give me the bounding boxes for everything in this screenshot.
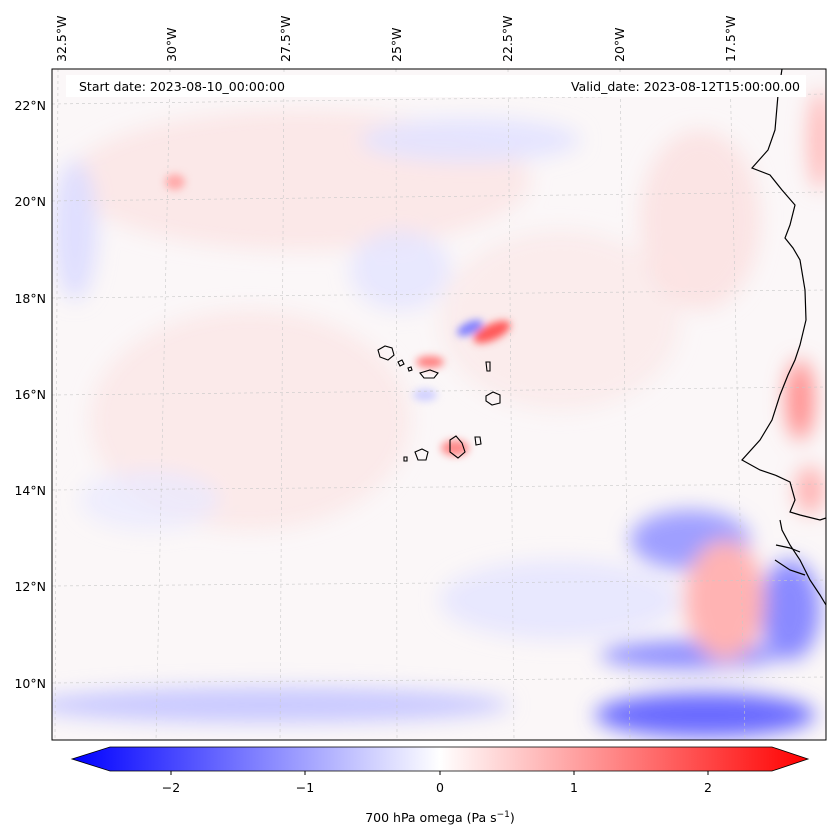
longitude-labels: 32.5°W 30°W 27.5°W 25°W 22.5°W 20°W 17.5… xyxy=(54,16,738,62)
africa-coastline xyxy=(741,69,826,606)
colorbar-label-exp: −1 xyxy=(497,810,510,820)
lon-label: 22.5°W xyxy=(500,16,515,62)
colorbar-tick-label: 1 xyxy=(570,780,578,795)
start-date-label: Start date: 2023-08-10_00:00:00 xyxy=(79,79,285,94)
colorbar: −2 −1 0 1 2 700 hPa omega (Pa s−1) xyxy=(70,746,810,825)
omega-field xyxy=(52,69,826,740)
colorbar-tick-label: 0 xyxy=(436,780,444,795)
colorbar-label: 700 hPa omega (Pa s−1) xyxy=(365,810,515,825)
lat-label: 14°N xyxy=(14,483,46,498)
lon-label: 32.5°W xyxy=(54,16,69,62)
lat-label: 10°N xyxy=(14,676,46,691)
map-frame xyxy=(51,68,827,741)
lon-label: 27.5°W xyxy=(278,16,293,62)
lat-label: 22°N xyxy=(14,98,46,113)
lon-label: 25°W xyxy=(389,27,404,62)
colorbar-tick-label: 2 xyxy=(704,780,712,795)
lat-label: 18°N xyxy=(14,291,46,306)
lon-label: 30°W xyxy=(164,27,179,62)
lon-label: 17.5°W xyxy=(723,16,738,62)
gridlines xyxy=(52,69,826,740)
lat-label: 20°N xyxy=(14,194,46,209)
colorbar-label-suffix: ) xyxy=(510,810,515,825)
lat-label: 12°N xyxy=(14,579,46,594)
colorbar-body xyxy=(70,746,810,772)
colorbar-tick-label: −1 xyxy=(296,780,314,795)
header-box xyxy=(66,75,806,97)
lat-label: 16°N xyxy=(14,387,46,402)
valid-date-label: Valid_date: 2023-08-12T15:00:00.00 xyxy=(571,79,800,94)
colorbar-ticks xyxy=(170,771,709,775)
colorbar-tick-label: −2 xyxy=(162,780,180,795)
colorbar-label-prefix: 700 hPa omega (Pa s xyxy=(365,810,496,825)
latitude-labels: 22°N 20°N 18°N 16°N 14°N 12°N 10°N xyxy=(14,98,46,691)
lon-label: 20°W xyxy=(612,27,627,62)
cape-verde-islands xyxy=(377,345,501,462)
